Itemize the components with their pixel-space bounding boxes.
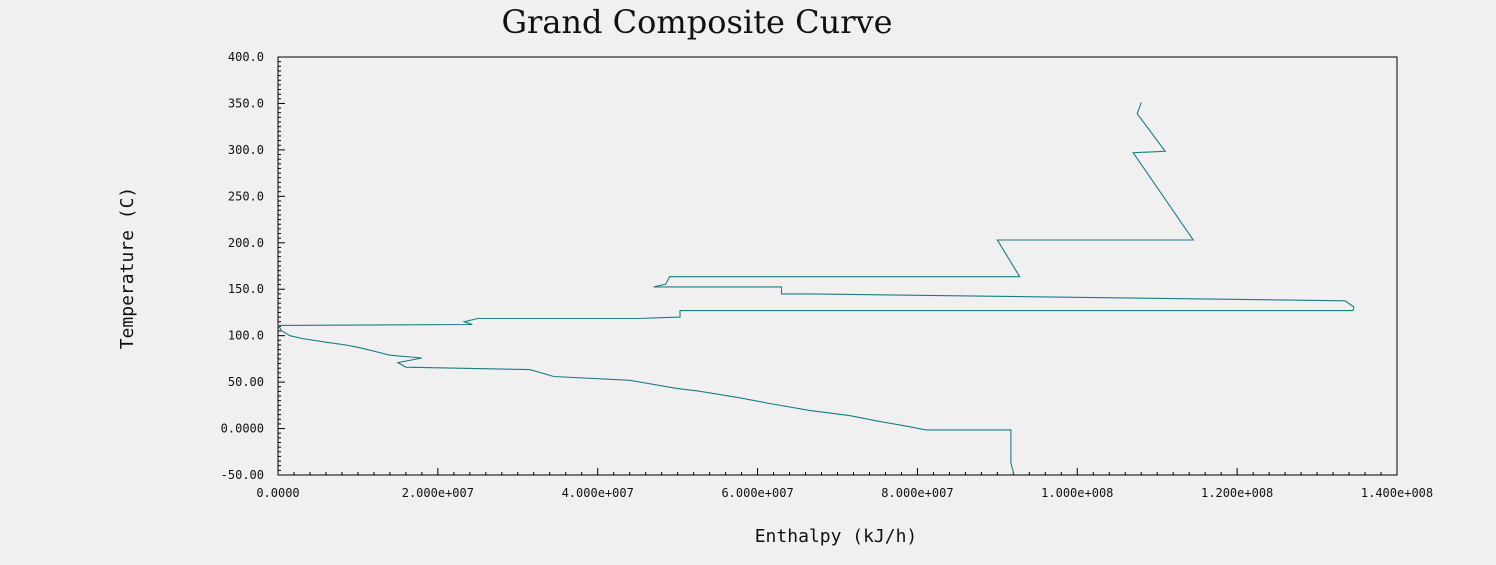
y-tick-label: 250.0	[228, 189, 264, 203]
x-tick-label: 1.000e+008	[1041, 486, 1113, 500]
y-axis-ticks: -50.00 0.0000 50.00 100.0 150.0 200.0 250.0 300…	[221, 50, 285, 482]
y-tick-label: 150.0	[228, 282, 264, 296]
y-tick-label: 200.0	[228, 236, 264, 250]
x-axis-ticks: 0.0000 2.000e+007 4.000e+007 6.000e+007 8.00…	[256, 468, 1433, 500]
x-tick-label: 6.000e+007	[721, 486, 793, 500]
gcc-series-line	[276, 102, 1355, 476]
x-tick-label: 1.400e+008	[1361, 486, 1433, 500]
minor-ticks	[278, 61, 1382, 475]
plot-area	[277, 56, 1398, 476]
x-axis-label: Enthalpy (kJ/h)	[755, 526, 918, 547]
chart-title: Grand Composite Curve	[501, 3, 892, 41]
y-axis-label: Temperature (C)	[117, 187, 138, 350]
y-tick-label: 350.0	[228, 96, 264, 110]
y-tick-label: 50.00	[228, 375, 264, 389]
x-tick-label: 1.200e+008	[1201, 486, 1273, 500]
y-tick-label: 0.0000	[221, 422, 264, 436]
x-tick-label: 2.000e+007	[402, 486, 474, 500]
y-tick-label: -50.00	[221, 468, 264, 482]
series-layer	[276, 102, 1355, 476]
x-tick-label: 0.0000	[256, 486, 299, 500]
y-tick-label: 100.0	[228, 329, 264, 343]
y-tick-label: 300.0	[228, 143, 264, 157]
x-tick-label: 4.000e+007	[562, 486, 634, 500]
y-tick-label: 400.0	[228, 50, 264, 64]
x-tick-label: 8.000e+007	[881, 486, 953, 500]
